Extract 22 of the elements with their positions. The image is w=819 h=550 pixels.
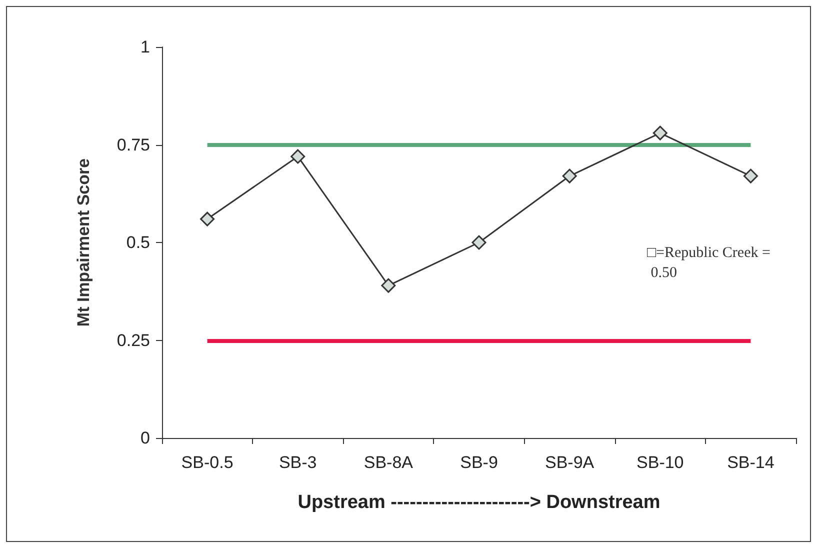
x-tick-label: SB-9 — [460, 453, 498, 472]
x-tick-label: SB-9A — [545, 453, 595, 472]
x-tick-label: SB-3 — [278, 453, 317, 472]
point — [472, 235, 486, 250]
y-tick-label: 0.5 — [126, 233, 150, 252]
x-tick-label: SB-0.5 — [181, 453, 234, 472]
y-axis-title: Mt Impairment Score — [74, 158, 93, 327]
y-tick-label: 0.25 — [116, 330, 150, 350]
point — [562, 168, 577, 184]
y-tick-label: 0 — [140, 428, 150, 448]
annotation: □=Republic Creek = 0.50 — [647, 245, 770, 281]
y-tick-label: 0.75 — [116, 135, 150, 154]
point — [200, 212, 215, 226]
point — [743, 168, 758, 184]
x-tick-label: SB-14 — [727, 453, 774, 472]
y-tick-label: 1 — [140, 38, 150, 56]
x-tick-label: SB-10 — [636, 453, 684, 472]
x-axis-title: Upstream ----------------------> Downstream — [298, 492, 660, 513]
x-tick-label: SB-8A — [364, 453, 414, 472]
point — [290, 149, 306, 164]
point — [381, 278, 396, 293]
point — [652, 126, 668, 140]
